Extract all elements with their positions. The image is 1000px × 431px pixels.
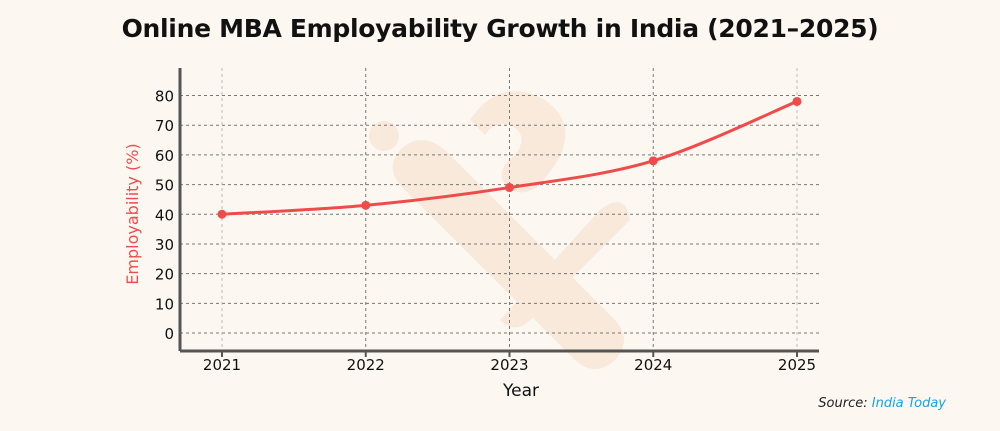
y-tick-label: 60 — [155, 147, 174, 165]
data-point — [648, 156, 658, 166]
chart-title: Online MBA Employability Growth in India… — [121, 14, 879, 43]
y-tick-label: 80 — [155, 88, 174, 106]
y-tick-label: 70 — [155, 117, 174, 135]
source-name: India Today — [871, 396, 946, 411]
grid — [180, 68, 819, 351]
y-axis-label: Employability (%) — [123, 143, 142, 284]
watermark-logo — [369, 91, 630, 369]
data-point — [792, 96, 802, 106]
source-note: Source: India Today — [818, 396, 946, 411]
data-points — [217, 96, 802, 219]
y-tick-label: 10 — [155, 295, 174, 313]
x-tick-label: 2022 — [347, 356, 385, 374]
source-label: Source: — [818, 396, 868, 411]
y-tick-label: 40 — [155, 206, 174, 224]
y-tick-label: 50 — [155, 177, 174, 195]
axes — [178, 68, 819, 357]
y-tick-label: 30 — [155, 236, 174, 254]
x-tick-label: 2023 — [490, 356, 528, 374]
x-tick-label: 2025 — [778, 356, 816, 374]
tick-labels: 0 10 20 30 40 50 60 70 80 2021 2022 2023 2024 2025 — [155, 88, 816, 375]
data-point — [505, 183, 514, 193]
y-tick-label: 0 — [164, 325, 174, 343]
y-tick-label: 20 — [155, 266, 174, 284]
x-axis-label: Year — [502, 381, 539, 401]
data-point — [361, 200, 371, 210]
x-tick-label: 2021 — [203, 356, 241, 374]
x-tick-label: 2024 — [634, 356, 672, 374]
data-point — [217, 209, 227, 219]
